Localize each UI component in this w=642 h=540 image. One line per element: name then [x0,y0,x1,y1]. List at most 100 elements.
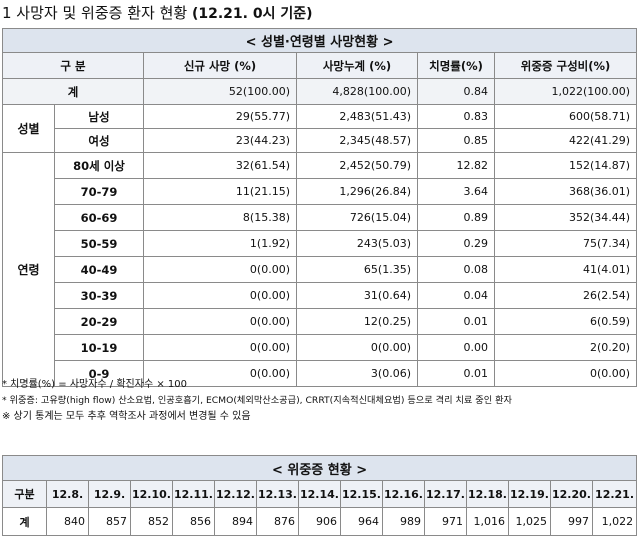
cell-severe: 152(14.87) [493,152,638,179]
row-label: 10-19 [54,334,144,361]
severe-value-cell: 997 [550,507,593,536]
severe-value-cell: 1,016 [466,507,509,536]
cell-fatality: 0.29 [417,230,495,257]
date-cell: 12.16. [382,480,425,508]
cell-severe: 0(0.00) [493,360,638,387]
cell-severe: 75(7.34) [493,230,638,257]
date-cell: 12.21. [591,480,638,508]
cell-cumulative: 31(0.64) [296,282,418,309]
row-label: 여성 [54,128,144,153]
row-label: 30-39 [54,282,144,309]
table-row: 60-69 8(15.38) 726(15.04) 0.89 352(34.44… [3,204,638,231]
cell-new: 0(0.00) [143,360,297,387]
severe-value-cell: 857 [88,507,131,536]
severe-value-cell: 856 [172,507,215,536]
date-cell: 12.9. [88,480,131,508]
cell-new: 0(0.00) [143,282,297,309]
cell-fatality: 0.01 [417,360,495,387]
cell-new: 0(0.00) [143,308,297,335]
group-label-sex: 성별 [2,104,55,153]
header-new-deaths: 신규 사망 (%) [143,52,297,79]
deaths-table-title: < 성별·연령별 사망현황 > [1,28,638,53]
group-label-age: 연령 [2,152,55,387]
cell-cumulative: 2,483(51.43) [296,104,418,129]
row-label: 남성 [54,104,144,129]
page-title: 1 사망자 및 위중증 환자 현황 (12.21. 0시 기준) [2,2,313,24]
footnotes: * 치명률(%) = 사망자수 / 확진자수 × 100 * 위중증: 고유량(… [2,377,512,425]
deaths-table-header-row: 구 분 신규 사망 (%) 사망누계 (%) 치명률(%) 위중증 구성비(%) [2,52,638,79]
cell-fatality: 0.04 [417,282,495,309]
severe-value-cell: 852 [130,507,173,536]
cell-fatality: 0.85 [417,128,495,153]
row-label: 40-49 [54,256,144,283]
header-fatality-rate: 치명률(%) [417,52,495,79]
date-cell: 12.18. [466,480,509,508]
cell-new: 11(21.15) [143,178,297,205]
row-label: 50-59 [54,230,144,257]
page-title-text: 1 사망자 및 위중증 환자 현황 [2,4,188,22]
header-category: 구 분 [2,52,144,79]
severe-value-cell: 906 [298,507,341,536]
row-label: 20-29 [54,308,144,335]
cell-severe: 2(0.20) [493,334,638,361]
cell-severe: 6(0.59) [493,308,638,335]
table-row: 40-49 0(0.00) 65(1.35) 0.08 41(4.01) [3,256,638,283]
table-row: 성별 남성 29(55.77) 2,483(51.43) 0.83 600(58… [2,104,638,153]
table-row: 0-9 0(0.00) 3(0.06) 0.01 0(0.00) [3,360,638,387]
cell-fatality: 0.00 [417,334,495,361]
row-label: 70-79 [54,178,144,205]
severe-row-label: 계 [2,507,47,536]
date-cell: 12.11. [172,480,215,508]
date-cell: 12.15. [340,480,383,508]
row-label: 60-69 [54,204,144,231]
cell-cumulative: 2,345(48.57) [296,128,418,153]
cell-severe: 41(4.01) [493,256,638,283]
cell-cumulative: 0(0.00) [296,334,418,361]
severe-value-cell: 989 [382,507,425,536]
cell-new: 0(0.00) [143,334,297,361]
severe-value-cell: 1,025 [508,507,551,536]
severe-value-cell: 840 [46,507,89,536]
date-cell: 12.17. [424,480,467,508]
date-cell: 12.14. [298,480,341,508]
footnote-disclaimer: ※ 상기 통계는 모두 추후 역학조사 과정에서 변경될 수 있음 [2,411,251,422]
date-cell: 12.8. [46,480,89,508]
row-label: 80세 이상 [54,152,144,179]
cell-fatality: 0.84 [417,78,495,105]
cell-fatality: 0.01 [417,308,495,335]
table-row: 10-19 0(0.00) 0(0.00) 0.00 2(0.20) [3,334,638,361]
cell-new: 52(100.00) [143,78,297,105]
cell-fatality: 0.83 [417,104,495,129]
cell-new: 32(61.54) [143,152,297,179]
cell-severe: 422(41.29) [493,128,638,153]
severe-cases-table: < 위중증 현황 > 구분 12.8. 12.9. 12.10. 12.11. … [1,455,638,536]
footnote-severe-definition: * 위중증: 고유량(high flow) 산소요법, 인공호흡기, ECMO(… [2,395,513,406]
cell-new: 29(55.77) [143,104,297,129]
table-row: 50-59 1(1.92) 243(5.03) 0.29 75(7.34) [3,230,638,257]
severe-table-title: < 위중증 현황 > [1,455,638,481]
row-label: 0-9 [54,360,144,387]
cell-fatality: 0.08 [417,256,495,283]
page-date-tag: (12.21. 0시 기준) [191,6,313,22]
cell-cumulative: 2,452(50.79) [296,152,418,179]
severe-value-cell: 894 [214,507,257,536]
date-cell: 12.19. [508,480,551,508]
date-cell: 12.10. [130,480,173,508]
severe-value-cell: 876 [256,507,299,536]
cell-cumulative: 243(5.03) [296,230,418,257]
cell-cumulative: 726(15.04) [296,204,418,231]
row-label: 계 [2,78,144,105]
severe-head-label: 구분 [2,480,47,508]
table-row: 20-29 0(0.00) 12(0.25) 0.01 6(0.59) [3,308,638,335]
cell-fatality: 0.89 [417,204,495,231]
severe-table-title-row: < 위중증 현황 > [1,455,638,481]
cell-cumulative: 1,296(26.84) [296,178,418,205]
footnote-fatality-definition: * 치명률(%) = 사망자수 / 확진자수 × 100 [2,379,187,390]
cell-severe: 600(58.71) [493,104,638,129]
table-row: 70-79 11(21.15) 1,296(26.84) 3.64 368(36… [3,178,638,205]
cell-new: 8(15.38) [143,204,297,231]
cell-severe: 1,022(100.00) [493,78,638,105]
deaths-table-title-row: < 성별·연령별 사망현황 > [1,28,638,53]
date-cell: 12.20. [550,480,593,508]
cell-new: 23(44.23) [143,128,297,153]
